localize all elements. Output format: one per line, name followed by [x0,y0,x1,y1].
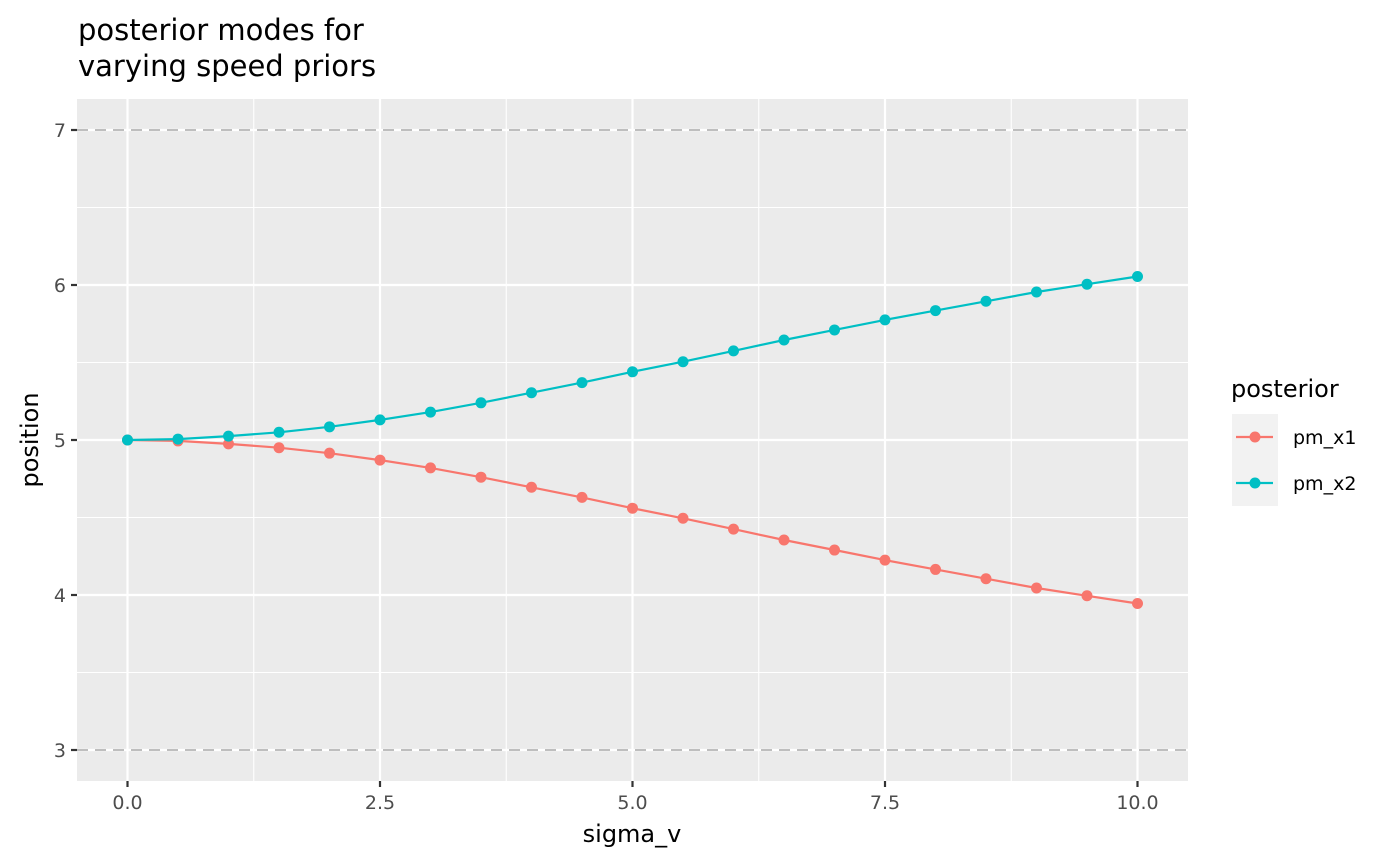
data-point [374,414,386,426]
data-point [475,471,487,483]
data-point [526,481,537,493]
data-point [879,314,891,326]
data-point [526,387,537,399]
data-point [1132,598,1143,610]
chart-title-line: varying speed priors [78,49,376,83]
data-point [273,426,285,438]
data-point [324,421,335,433]
data-point [1081,590,1093,602]
data-point [122,434,133,446]
data-point [980,295,992,307]
data-point [324,447,335,459]
data-point [1132,270,1143,282]
legend-point-icon [1249,431,1261,443]
legend-item-pm_x2: pm_x2 [1232,460,1356,506]
data-point [1081,278,1093,290]
data-point [475,397,487,409]
data-point [374,454,386,466]
legend-label: pm_x1 [1293,427,1356,449]
data-point [425,406,436,418]
data-point [728,523,739,535]
legend-label: pm_x2 [1293,473,1356,495]
data-point [273,442,285,454]
legend-title: posterior [1231,375,1339,403]
y-tick-label: 3 [54,740,66,762]
y-axis: 3 4 5 6 7 [54,120,77,762]
data-point [1031,582,1042,594]
data-point [829,324,840,336]
x-tick-label: 7.5 [870,792,900,814]
series-pm_x2 [122,270,1143,446]
data-point [980,573,992,585]
legend-point-icon [1249,477,1261,489]
legend-item-pm_x1: pm_x1 [1232,414,1356,460]
y-tick-label: 7 [54,120,66,142]
data-point [728,345,739,357]
data-point [778,334,790,346]
y-tick-label: 5 [54,430,66,452]
chart-title-line: posterior modes for [78,13,364,47]
x-axis: 0.0 2.5 5.0 7.5 10.0 [112,781,1159,814]
data-point [576,491,588,503]
x-tick-label: 10.0 [1116,792,1158,814]
x-tick-label: 5.0 [617,792,647,814]
data-point [627,502,638,514]
data-point [677,512,689,524]
data-point [677,356,689,368]
data-series [122,270,1143,610]
x-axis-title: sigma_v [583,820,682,848]
data-point [425,462,436,474]
data-point [829,544,840,556]
data-point [879,554,891,566]
x-tick-label: 0.0 [112,792,142,814]
y-axis-title: position [16,392,44,487]
data-point [627,366,638,378]
reference-lines [77,129,1188,751]
data-point [172,433,184,445]
data-point [1031,286,1042,298]
y-tick-label: 6 [54,275,66,297]
legend: posterior pm_x1 pm_x2 [1231,375,1356,506]
data-point [930,563,941,575]
data-point [223,430,234,442]
data-point [223,438,234,450]
y-tick-label: 4 [54,585,66,607]
data-point [576,377,588,389]
data-point [778,534,790,546]
data-point [930,305,941,317]
x-tick-label: 2.5 [365,792,395,814]
